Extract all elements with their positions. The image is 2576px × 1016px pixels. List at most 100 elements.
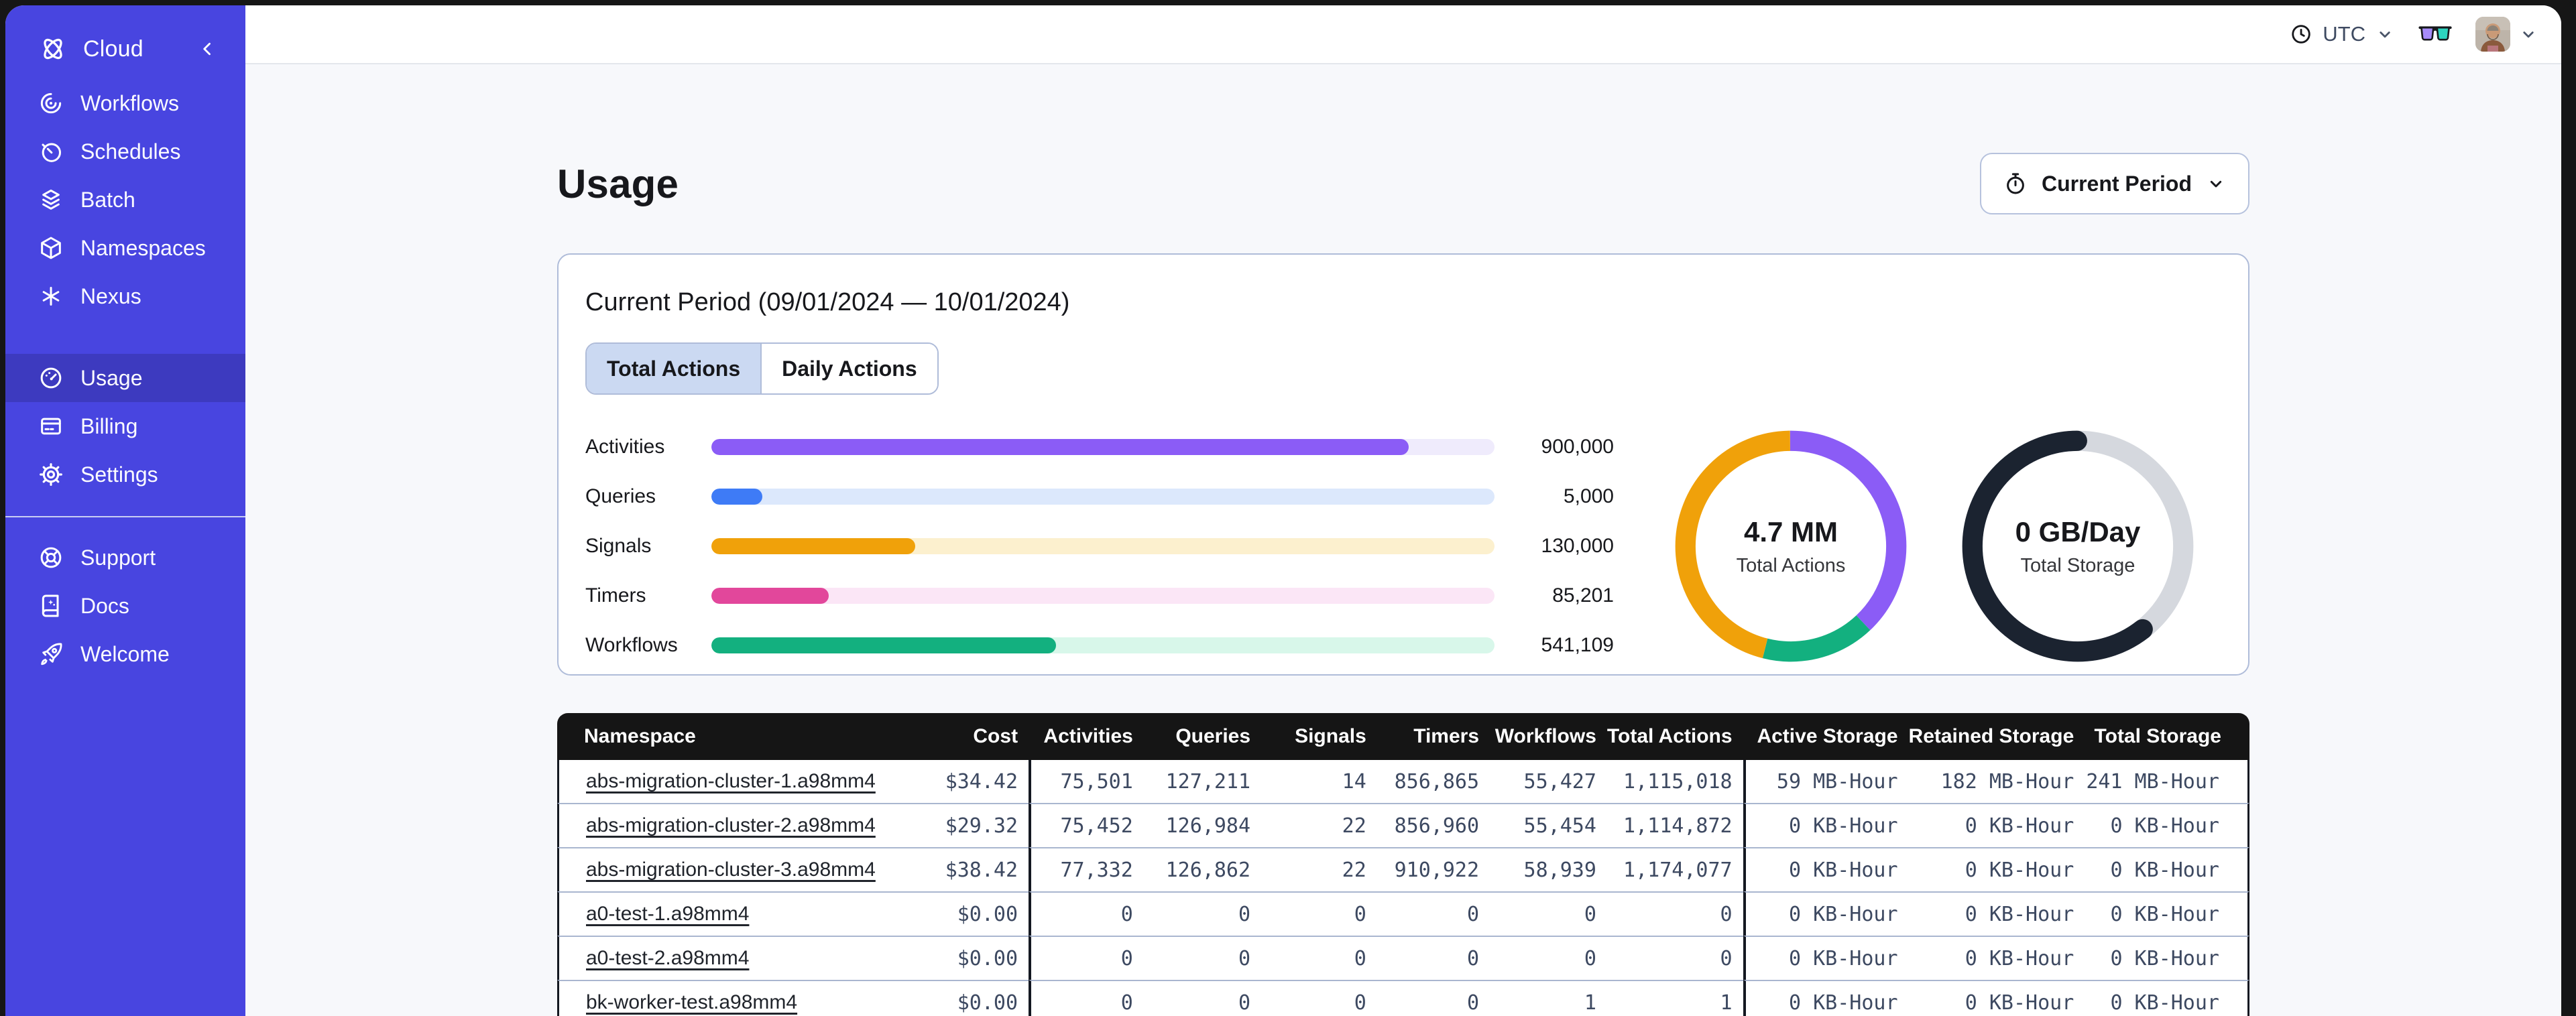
- temporal-logo-icon: [38, 34, 68, 64]
- total-storage-donut: 0 GB/Day Total Storage: [1958, 427, 2197, 665]
- support-lifering-icon: [38, 544, 64, 571]
- app-window: Cloud Workflows: [5, 5, 2561, 1016]
- sidebar-item-schedules[interactable]: Schedules: [5, 127, 245, 176]
- sidebar-item-label: Docs: [80, 593, 129, 618]
- sidebar-item-label: Workflows: [80, 90, 179, 115]
- sidebar-item-welcome[interactable]: Welcome: [5, 630, 245, 678]
- sidebar-item-workflows[interactable]: Workflows: [5, 79, 245, 127]
- col-timers: Timers: [1377, 713, 1490, 760]
- table-cell: 0: [1029, 980, 1144, 1016]
- page-content: Usage Current Period: [245, 64, 2561, 1016]
- account-menu[interactable]: [2475, 17, 2538, 52]
- col-queries: Queries: [1143, 713, 1262, 760]
- clock-icon: [2289, 22, 2313, 46]
- sidebar-item-billing[interactable]: Billing: [5, 402, 245, 450]
- namespace-link[interactable]: a0-test-2.a98mm4: [586, 947, 750, 969]
- col-activities: Activities: [1029, 713, 1144, 760]
- namespace-cell: abs-migration-cluster-3.a98mm4: [557, 847, 886, 891]
- table-cell: 0: [1377, 891, 1490, 936]
- bar-row-queries: Queries 5,000: [585, 485, 1614, 508]
- table-cell: 59 MB-Hour: [1743, 760, 1909, 803]
- table-cell: 77,332: [1029, 847, 1144, 891]
- bar-track: [711, 489, 1495, 505]
- bar-fill: [711, 439, 1409, 455]
- welcome-rocket-icon: [38, 641, 64, 668]
- donut-value: 0 GB/Day: [2015, 515, 2141, 548]
- billing-card-icon: [38, 413, 64, 440]
- table-cell: 241 MB-Hour: [2085, 760, 2249, 803]
- docs-book-icon: [38, 592, 64, 619]
- bar-label: Timers: [585, 584, 646, 607]
- sidebar-item-usage[interactable]: Usage: [5, 354, 245, 402]
- table-cell: 0 KB-Hour: [2085, 891, 2249, 936]
- table-cell: 856,865: [1377, 760, 1490, 803]
- table-cell: 0 KB-Hour: [1743, 803, 1909, 847]
- bar-value: 5,000: [1563, 485, 1614, 507]
- table-cell: 1: [1606, 980, 1743, 1016]
- table-cell: 0 KB-Hour: [1908, 891, 2085, 936]
- sidebar-item-nexus[interactable]: Nexus: [5, 272, 245, 320]
- table-cell: 58,939: [1490, 847, 1607, 891]
- col-workflows: Workflows: [1490, 713, 1607, 760]
- sidebar-item-batch[interactable]: Batch: [5, 176, 245, 224]
- sidebar-item-label: Batch: [80, 187, 135, 212]
- tab-daily-actions[interactable]: Daily Actions: [760, 344, 937, 393]
- table-cell: 910,922: [1377, 847, 1490, 891]
- table-row: abs-migration-cluster-3.a98mm4 $38.42 77,3…: [557, 847, 2249, 891]
- stopwatch-icon: [2003, 171, 2028, 196]
- timezone-selector[interactable]: UTC: [2289, 22, 2395, 46]
- table-cell: 0: [1029, 891, 1144, 936]
- namespace-link[interactable]: abs-migration-cluster-3.a98mm4: [586, 859, 876, 881]
- table-cell: 0: [1261, 891, 1377, 936]
- donut-value: 4.7 MM: [1743, 515, 1838, 548]
- table-cell: $0.00: [886, 891, 1029, 936]
- bar-row-timers: Timers 85,201: [585, 584, 1614, 607]
- dev-glasses-icon[interactable]: [2418, 24, 2453, 44]
- bar-row-activities: Activities 900,000: [585, 436, 1614, 458]
- sidebar-item-label: Settings: [80, 462, 158, 487]
- namespace-link[interactable]: abs-migration-cluster-1.a98mm4: [586, 770, 876, 792]
- table-cell: 0 KB-Hour: [2085, 847, 2249, 891]
- sidebar-item-settings[interactable]: Settings: [5, 450, 245, 499]
- sidebar-item-support[interactable]: Support: [5, 533, 245, 582]
- donut-segment-purple: [1675, 430, 1907, 662]
- main-column: UTC: [245, 5, 2561, 1016]
- period-selector-button[interactable]: Current Period: [1979, 153, 2249, 214]
- namespace-link[interactable]: bk-worker-test.a98mm4: [586, 991, 798, 1013]
- chevron-down-icon: [2375, 24, 2395, 44]
- table-cell: 0 KB-Hour: [2085, 936, 2249, 980]
- table-cell: 0: [1490, 891, 1607, 936]
- namespace-usage-table: Namespace Cost Activities Queries Signal…: [557, 713, 2249, 1016]
- sidebar-collapse-button[interactable]: [196, 38, 219, 60]
- bar-value: 130,000: [1541, 535, 1614, 557]
- actions-tab-group: Total Actions Daily Actions: [585, 342, 939, 395]
- bar-label: Activities: [585, 436, 665, 458]
- tab-total-actions[interactable]: Total Actions: [587, 344, 761, 393]
- bar-label: Queries: [585, 485, 656, 507]
- col-active-storage: Active Storage: [1743, 713, 1909, 760]
- donut-segment-orange: [1675, 430, 1907, 662]
- table-row: bk-worker-test.a98mm4 $0.00 0 0 0 0 1 1 0 KB-Hou…: [557, 980, 2249, 1016]
- sidebar-primary-nav: Workflows Schedules: [5, 79, 245, 320]
- sidebar-divider: [5, 516, 245, 517]
- donut-segment-used: [1962, 430, 2194, 662]
- table-cell: 0: [1143, 980, 1262, 1016]
- usage-gauge-icon: [38, 365, 64, 391]
- table-cell: 0: [1606, 891, 1743, 936]
- table-row: a0-test-2.a98mm4 $0.00 0 0 0 0 0 0 0 KB-Hour 0 KB…: [557, 936, 2249, 980]
- table-cell: 0: [1377, 980, 1490, 1016]
- bar-fill: [711, 588, 829, 604]
- table-cell: 0: [1029, 936, 1144, 980]
- col-total-storage: Total Storage: [2085, 713, 2249, 760]
- bar-label: Signals: [585, 535, 652, 557]
- table-cell: 22: [1261, 803, 1377, 847]
- brand-row: Cloud: [5, 5, 245, 64]
- sidebar-item-label: Billing: [80, 414, 138, 438]
- sidebar-item-namespaces[interactable]: Namespaces: [5, 224, 245, 272]
- sidebar-item-docs[interactable]: Docs: [5, 582, 245, 630]
- bar-track: [711, 439, 1495, 455]
- namespace-link[interactable]: abs-migration-cluster-2.a98mm4: [586, 814, 876, 836]
- settings-gear-icon: [38, 461, 64, 488]
- namespace-link[interactable]: a0-test-1.a98mm4: [586, 903, 750, 925]
- table-cell: 0: [1261, 980, 1377, 1016]
